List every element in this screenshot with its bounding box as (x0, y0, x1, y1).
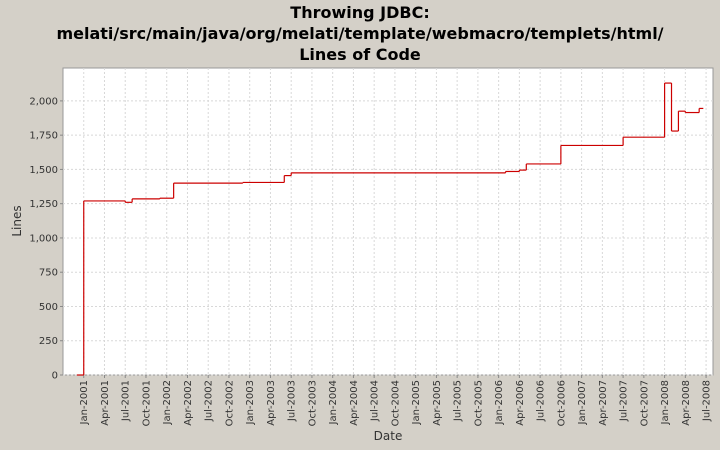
x-tick-label: Oct-2002 (224, 380, 235, 426)
x-tick-label: Oct-2006 (556, 380, 567, 426)
y-tick-label: 1,000 (29, 233, 58, 244)
y-tick-label: 500 (39, 302, 58, 313)
x-tick-label: Jul-2008 (702, 380, 713, 422)
x-tick-label: Apr-2001 (100, 380, 111, 426)
x-tick-label: Jan-2003 (245, 380, 256, 425)
y-tick-label: 750 (39, 268, 58, 279)
x-tick-label: Jan-2008 (660, 380, 671, 425)
x-tick-label: Jul-2003 (287, 380, 298, 422)
x-tick-label: Jul-2002 (204, 380, 215, 422)
chart-title: Lines of Code (299, 45, 421, 64)
x-tick-label: Apr-2008 (681, 380, 692, 426)
x-tick-label: Jan-2004 (328, 380, 339, 425)
x-tick-label: Apr-2007 (598, 380, 609, 426)
x-tick-label: Jul-2001 (121, 380, 132, 422)
x-tick-label: Jul-2006 (536, 380, 547, 422)
x-tick-label: Apr-2003 (266, 380, 277, 426)
x-tick-label: Apr-2002 (183, 380, 194, 426)
y-axis-label: Lines (10, 205, 24, 236)
x-tick-label: Apr-2005 (432, 380, 443, 426)
x-tick-label: Jul-2005 (453, 380, 464, 422)
x-tick-label: Apr-2006 (515, 380, 526, 426)
x-tick-label: Jan-2001 (79, 380, 90, 425)
x-tick-label: Jul-2007 (619, 380, 630, 422)
plot-area (62, 67, 714, 376)
y-tick-label: 250 (39, 336, 58, 347)
x-tick-label: Jan-2007 (577, 380, 588, 425)
x-tick-label: Apr-2004 (349, 380, 360, 426)
chart-title: melati/src/main/java/org/melati/template… (56, 24, 663, 43)
x-axis-label: Date (374, 429, 403, 443)
y-tick-label: 1,250 (29, 199, 58, 210)
x-tick-label: Oct-2001 (141, 380, 152, 426)
y-tick-label: 2,000 (29, 96, 58, 107)
x-tick-label: Jul-2004 (370, 380, 381, 422)
x-tick-label: Jan-2006 (494, 380, 505, 425)
x-tick-label: Oct-2004 (390, 380, 401, 426)
x-tick-label: Oct-2005 (473, 380, 484, 426)
x-tick-label: Jan-2005 (411, 380, 422, 425)
chart-title: Throwing JDBC: (290, 3, 429, 22)
x-tick-label: Oct-2007 (639, 380, 650, 426)
y-tick-label: 0 (52, 371, 58, 382)
x-tick-label: Jan-2002 (162, 380, 173, 425)
y-tick-label: 1,750 (29, 131, 58, 142)
x-tick-label: Oct-2003 (307, 380, 318, 426)
y-tick-label: 1,500 (29, 165, 58, 176)
